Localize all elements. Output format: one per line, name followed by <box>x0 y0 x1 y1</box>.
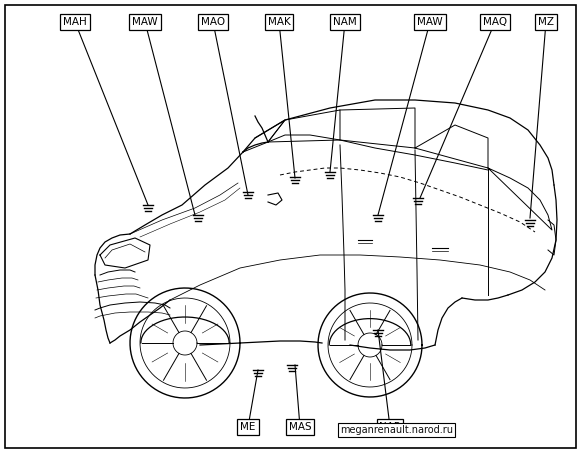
Text: NAP: NAP <box>379 422 400 432</box>
Text: MAK: MAK <box>268 17 290 27</box>
Text: meganrenault.narod.ru: meganrenault.narod.ru <box>340 425 453 435</box>
Text: ME: ME <box>241 422 256 432</box>
Text: MAW: MAW <box>132 17 158 27</box>
Text: MAS: MAS <box>289 422 311 432</box>
Text: MAQ: MAQ <box>483 17 507 27</box>
Text: NAM: NAM <box>333 17 357 27</box>
Text: MZ: MZ <box>538 17 554 27</box>
Text: MAO: MAO <box>201 17 225 27</box>
Text: MAH: MAH <box>63 17 87 27</box>
Text: MAW: MAW <box>417 17 443 27</box>
